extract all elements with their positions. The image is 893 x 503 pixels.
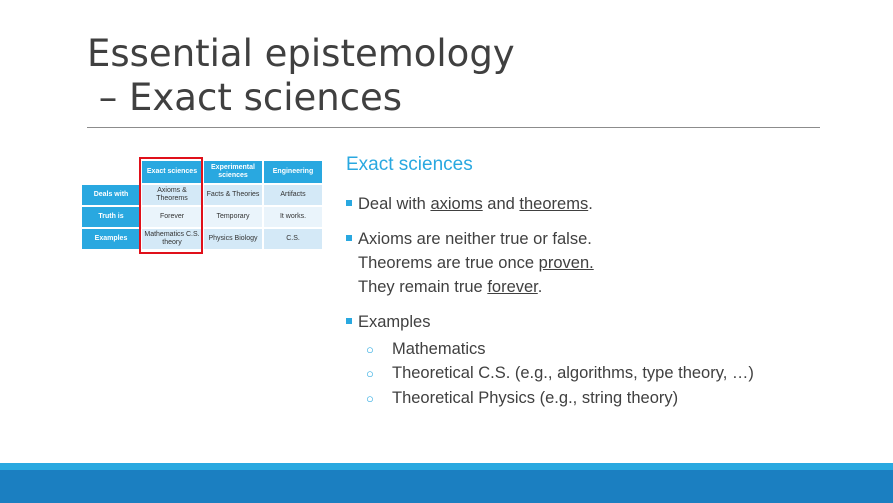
bullet-axioms: Axioms are neither true or false. Theore…: [346, 227, 594, 299]
comparison-table: Exact sciences Experimental sciences Eng…: [80, 159, 324, 251]
table-cell: Facts & Theories: [204, 185, 262, 205]
circle-bullet-icon: ○: [366, 342, 374, 357]
header-exact: Exact sciences: [142, 161, 202, 183]
row-label-deals: Deals with: [82, 185, 140, 205]
table-cell: Mathematics C.S. theory: [142, 229, 202, 249]
title-line-1: Essential epistemology: [87, 32, 515, 75]
example-item: ○ Theoretical Physics (e.g., string theor…: [366, 389, 679, 407]
table-cell: Physics Biology: [204, 229, 262, 249]
title-line-2: – Exact sciences: [87, 76, 403, 119]
row-label-truth: Truth is: [82, 207, 140, 227]
table-corner: [82, 161, 140, 183]
table-cell: It works.: [264, 207, 322, 227]
bullet-square-icon: [346, 318, 352, 324]
footer-bar: [0, 470, 893, 503]
highlight-box: [139, 157, 203, 254]
slide-title: Essential epistemology – Exact sciences: [87, 32, 515, 120]
row-label-examples: Examples: [82, 229, 140, 249]
circle-bullet-icon: ○: [366, 366, 374, 381]
footer-accent-bar: [0, 463, 893, 470]
bullet-square-icon: [346, 200, 352, 206]
table-cell: Forever: [142, 207, 202, 227]
table-cell: Temporary: [204, 207, 262, 227]
header-experimental: Experimental sciences: [204, 161, 262, 183]
bullet-examples: Examples: [346, 310, 430, 334]
bullet-deals: Deal with axioms and theorems.: [346, 192, 593, 216]
example-item: ○ Theoretical C.S. (e.g., algorithms, typ…: [366, 364, 754, 382]
content-heading: Exact sciences: [346, 154, 473, 175]
header-engineering: Engineering: [264, 161, 322, 183]
bullet-square-icon: [346, 235, 352, 241]
table-cell: C.S.: [264, 229, 322, 249]
example-item: ○ Mathematics: [366, 340, 486, 358]
table-cell: Axioms & Theorems: [142, 185, 202, 205]
table-cell: Artifacts: [264, 185, 322, 205]
title-divider: [87, 127, 820, 128]
circle-bullet-icon: ○: [366, 391, 374, 406]
